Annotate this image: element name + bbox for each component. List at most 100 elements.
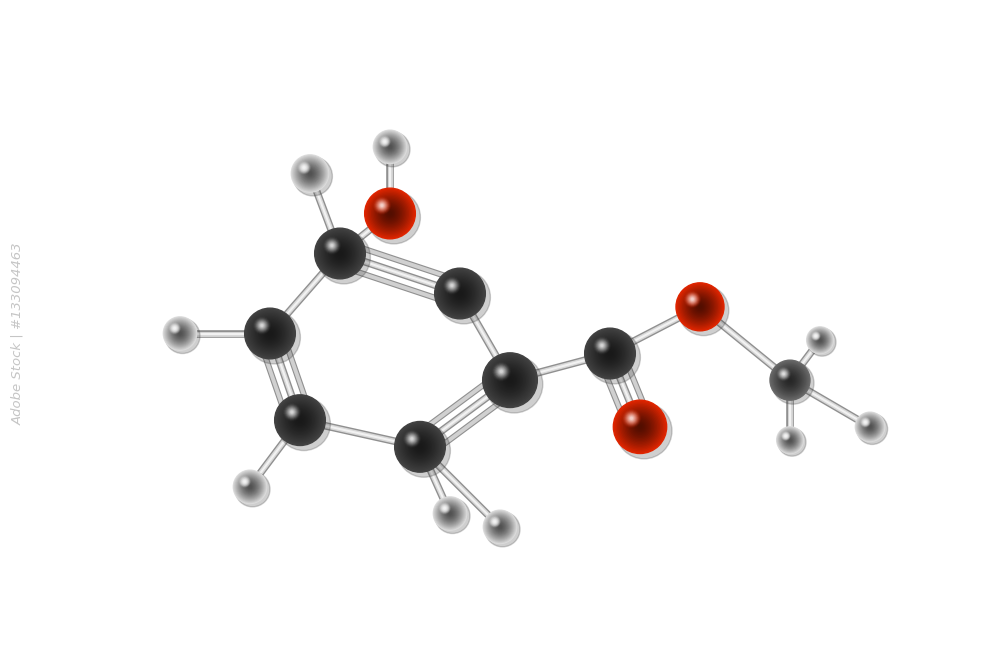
Circle shape bbox=[688, 295, 697, 303]
Circle shape bbox=[441, 504, 459, 523]
Circle shape bbox=[778, 368, 802, 392]
Circle shape bbox=[245, 308, 295, 359]
Circle shape bbox=[678, 285, 729, 336]
Circle shape bbox=[448, 512, 452, 516]
Circle shape bbox=[279, 399, 321, 442]
Circle shape bbox=[773, 364, 807, 397]
Circle shape bbox=[405, 432, 435, 462]
Circle shape bbox=[501, 371, 519, 390]
Circle shape bbox=[779, 429, 801, 452]
Circle shape bbox=[323, 237, 341, 254]
Circle shape bbox=[495, 365, 525, 396]
Circle shape bbox=[328, 241, 336, 249]
Circle shape bbox=[601, 344, 603, 346]
Circle shape bbox=[293, 157, 327, 190]
Circle shape bbox=[781, 432, 799, 449]
Circle shape bbox=[781, 432, 790, 440]
Circle shape bbox=[246, 309, 294, 358]
Circle shape bbox=[372, 195, 408, 232]
Circle shape bbox=[491, 518, 498, 525]
Circle shape bbox=[294, 414, 306, 426]
Circle shape bbox=[592, 336, 628, 372]
Circle shape bbox=[303, 166, 317, 181]
Circle shape bbox=[396, 423, 444, 471]
Circle shape bbox=[440, 503, 450, 513]
Circle shape bbox=[783, 434, 788, 438]
Circle shape bbox=[382, 139, 387, 144]
Circle shape bbox=[785, 435, 795, 446]
Circle shape bbox=[450, 283, 454, 287]
Circle shape bbox=[373, 197, 391, 214]
Circle shape bbox=[397, 424, 450, 477]
Circle shape bbox=[243, 480, 247, 484]
Circle shape bbox=[604, 348, 616, 359]
Circle shape bbox=[263, 326, 277, 341]
Circle shape bbox=[267, 331, 273, 336]
Circle shape bbox=[301, 165, 307, 170]
Circle shape bbox=[689, 296, 711, 317]
Circle shape bbox=[814, 334, 826, 346]
Circle shape bbox=[626, 414, 637, 424]
Circle shape bbox=[366, 189, 414, 237]
Circle shape bbox=[813, 334, 818, 338]
Circle shape bbox=[303, 167, 305, 168]
Circle shape bbox=[163, 317, 197, 350]
Circle shape bbox=[814, 334, 818, 338]
Circle shape bbox=[365, 188, 415, 239]
Circle shape bbox=[241, 478, 248, 486]
Circle shape bbox=[300, 164, 308, 171]
Circle shape bbox=[443, 277, 477, 310]
Circle shape bbox=[287, 408, 297, 417]
Circle shape bbox=[403, 430, 437, 464]
Circle shape bbox=[606, 350, 614, 358]
Circle shape bbox=[446, 510, 454, 517]
Circle shape bbox=[305, 168, 315, 179]
Circle shape bbox=[286, 406, 298, 418]
Circle shape bbox=[434, 498, 466, 529]
Circle shape bbox=[246, 483, 254, 490]
Circle shape bbox=[277, 398, 323, 443]
Circle shape bbox=[399, 426, 441, 468]
Circle shape bbox=[407, 434, 433, 460]
Circle shape bbox=[326, 239, 338, 251]
Circle shape bbox=[616, 403, 664, 450]
Circle shape bbox=[397, 424, 443, 470]
Circle shape bbox=[293, 413, 307, 427]
Circle shape bbox=[619, 406, 661, 448]
Circle shape bbox=[294, 158, 326, 189]
Circle shape bbox=[613, 400, 667, 454]
Circle shape bbox=[174, 328, 186, 339]
Circle shape bbox=[444, 507, 456, 520]
Circle shape bbox=[781, 371, 787, 377]
Circle shape bbox=[600, 344, 620, 364]
Circle shape bbox=[499, 370, 503, 374]
Circle shape bbox=[377, 201, 403, 226]
Circle shape bbox=[621, 408, 659, 446]
Circle shape bbox=[280, 400, 320, 440]
Circle shape bbox=[616, 403, 672, 459]
Circle shape bbox=[299, 163, 309, 173]
Circle shape bbox=[285, 406, 299, 419]
Circle shape bbox=[374, 131, 406, 163]
Circle shape bbox=[787, 377, 793, 384]
Circle shape bbox=[234, 471, 266, 502]
Circle shape bbox=[492, 518, 508, 535]
Circle shape bbox=[772, 362, 814, 404]
Circle shape bbox=[445, 509, 455, 518]
Circle shape bbox=[771, 362, 809, 399]
Circle shape bbox=[868, 425, 872, 428]
Circle shape bbox=[782, 432, 798, 448]
Circle shape bbox=[324, 237, 340, 253]
Circle shape bbox=[329, 243, 335, 248]
Circle shape bbox=[437, 500, 463, 526]
Circle shape bbox=[690, 296, 695, 302]
Circle shape bbox=[316, 229, 364, 277]
Circle shape bbox=[492, 362, 511, 381]
Circle shape bbox=[236, 473, 264, 501]
Circle shape bbox=[789, 379, 791, 382]
Circle shape bbox=[594, 338, 610, 353]
Circle shape bbox=[389, 212, 391, 215]
Circle shape bbox=[165, 319, 200, 354]
Circle shape bbox=[607, 351, 613, 356]
Circle shape bbox=[174, 327, 175, 329]
